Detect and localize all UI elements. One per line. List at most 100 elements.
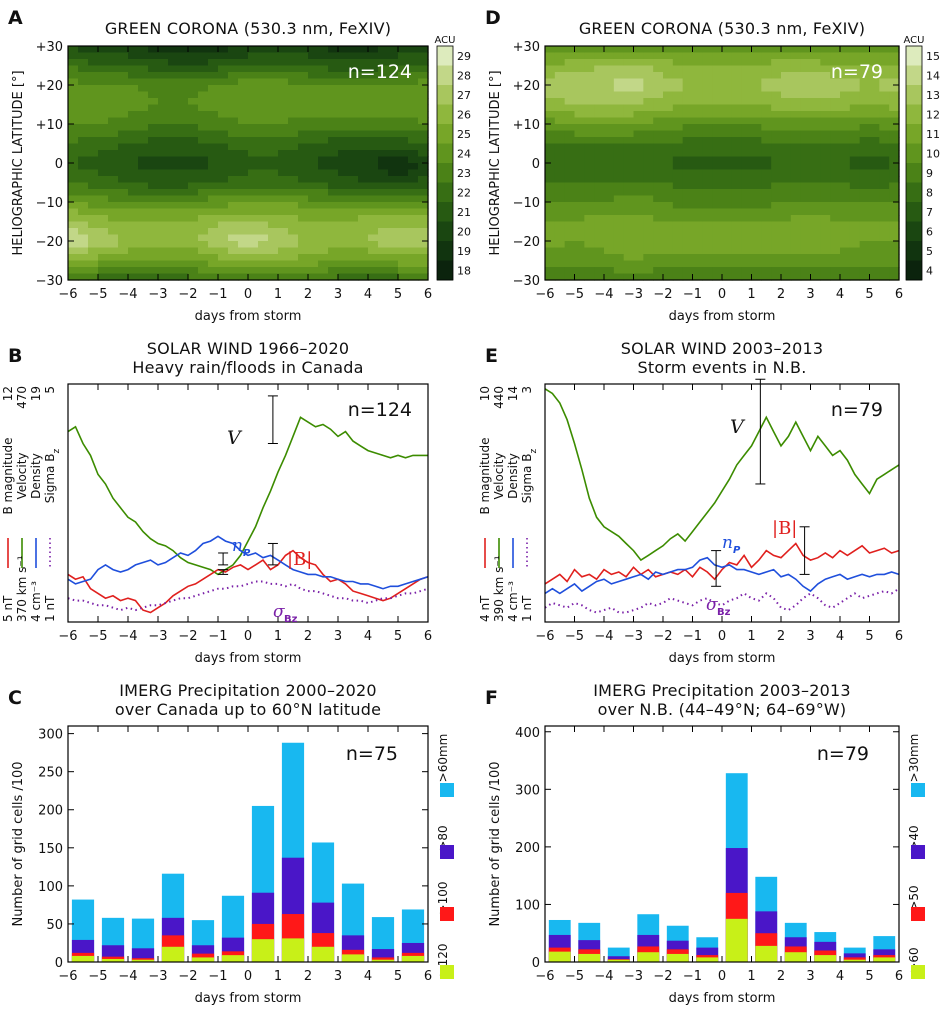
panel-d-heat-cell [722,143,733,151]
panel-d-heat-cell [840,59,851,67]
panel-d-heat-cell [594,208,605,216]
panel-d-heat-cell [889,195,900,203]
panel-a-heat-cell [128,111,139,119]
panel-a-heat-cell [288,143,299,151]
panel-d-heat-cell [810,143,821,151]
panel-d-heat-cell [879,260,890,268]
panel-a-heat-cell [348,208,359,216]
panel-d-heat-cell [682,247,694,255]
panel-a-heat-cell [138,130,149,138]
panel-d-heat-cell [692,267,703,275]
panel-e-left-top-velocity: 440 [492,386,506,409]
panel-d-heat-cell [741,104,753,112]
panel-d-heat-cell [771,156,782,164]
panel-f-xtick-label: −6 [535,969,554,984]
panel-c-ytick-label: 50 [46,918,63,933]
panel-d-heat-cell [633,117,644,125]
panel-a-heat-cell [328,143,339,151]
panel-d-heat-cell [653,156,664,164]
panel-a-heat-cell [148,202,159,210]
panel-c-xtick-label: 2 [304,969,312,984]
panel-d-heat-cell [781,59,792,67]
panel-a-colorbar-label: 24 [457,147,471,160]
panel-a-heat-cell [318,52,329,60]
panel-a-heat-cell [108,241,119,249]
panel-a-heat-cell [278,111,289,119]
panel-a-heat-cell [68,189,79,197]
panel-d-heat-cell [800,52,812,60]
panel-a-heat-cell [248,46,259,54]
panel-d-heat-cell [771,260,782,268]
panel-d-heat-cell [800,85,812,93]
panel-a-ytick-label: +20 [36,79,63,94]
panel-d-heat-cell [633,91,644,99]
panel-a-heat-cell [128,254,139,262]
panel-d-heat-cell [702,78,713,86]
panel-a-heat-cell [298,234,309,242]
panel-f-bar-60-4 [666,953,689,962]
panel-a-heat-cell [358,65,369,73]
panel-a-heat-cell [328,273,339,281]
panel-d-heat-cell [633,221,644,229]
panel-d-heat-cell [840,130,851,138]
panel-d-heat-cell [604,143,615,151]
panel-a-heat-cell [128,124,139,132]
panel-a-heat-cell [238,176,249,184]
panel-a-heat-cell [228,72,239,80]
panel-a-ytick-label: −20 [36,235,63,250]
panel-c-bar-120-4 [191,957,215,962]
panel-a-heat-cell [198,111,209,119]
panel-d-heat-cell [771,189,782,197]
panel-d-heat-cell [613,52,625,60]
panel-a-heat-cell [78,189,89,197]
panel-a-heat-cell [158,52,169,60]
panel-d-heat-cell [800,241,812,249]
panel-d-heat-cell [663,228,674,236]
panel-d-heat-cell [663,182,674,190]
panel-a-heat-cell [168,137,179,145]
panel-d-heat-cell [751,228,762,236]
panel-d-heat-cell [889,130,900,138]
panel-a-heat-cell [108,208,119,216]
panel-a-heat-cell [398,234,409,242]
panel-d-heat-cell [545,150,556,158]
panel-a-heat-cell [188,59,199,67]
panel-a-heat-cell [68,137,79,145]
panel-a-colorbar-swatch [437,143,453,164]
panel-a-heat-cell [208,221,219,229]
panel-a-heat-cell [338,150,349,158]
panel-d-heat-cell [889,124,900,132]
panel-a-heat-cell [348,247,359,255]
panel-a-heat-cell [188,143,199,151]
panel-a-heat-cell [168,273,179,281]
panel-d-heat-cell [889,156,900,164]
panel-a-heat-cell [88,195,99,203]
panel-d-heat-cell [751,78,762,86]
panel-d-heat-cell [771,130,782,138]
panel-a-heat-cell [238,189,249,197]
panel-a-heat-cell [68,72,79,80]
panel-a-heat-cell [138,124,149,132]
panel-a-heat-cell [388,150,399,158]
panel-d-heat-cell [849,267,861,275]
panel-d-heat-cell [859,182,871,190]
panel-d-heat-cell [594,241,605,249]
panel-d-heat-cell [869,156,880,164]
panel-d-heat-cell [594,52,605,60]
panel-d-heat-cell [672,117,684,125]
panel-a-heat-cell [208,195,219,203]
panel-a-heat-cell [418,228,429,236]
panel-d-heat-cell [623,247,635,255]
panel-d-heat-cell [830,182,841,190]
panel-a-heat-cell [408,72,419,80]
panel-d-heat-cell [623,208,635,216]
panel-d-heat-cell [623,117,635,125]
panel-a-heat-cell [358,46,369,54]
panel-d-heat-cell [692,150,703,158]
panel-d-heat-cell [643,273,654,281]
panel-b-series-velocity [67,416,428,576]
panel-d-heat-cell [643,202,654,210]
panel-d-heat-cell [574,247,585,255]
panel-a-heat-cell [218,143,229,151]
panel-d-heat-cell [869,111,880,119]
